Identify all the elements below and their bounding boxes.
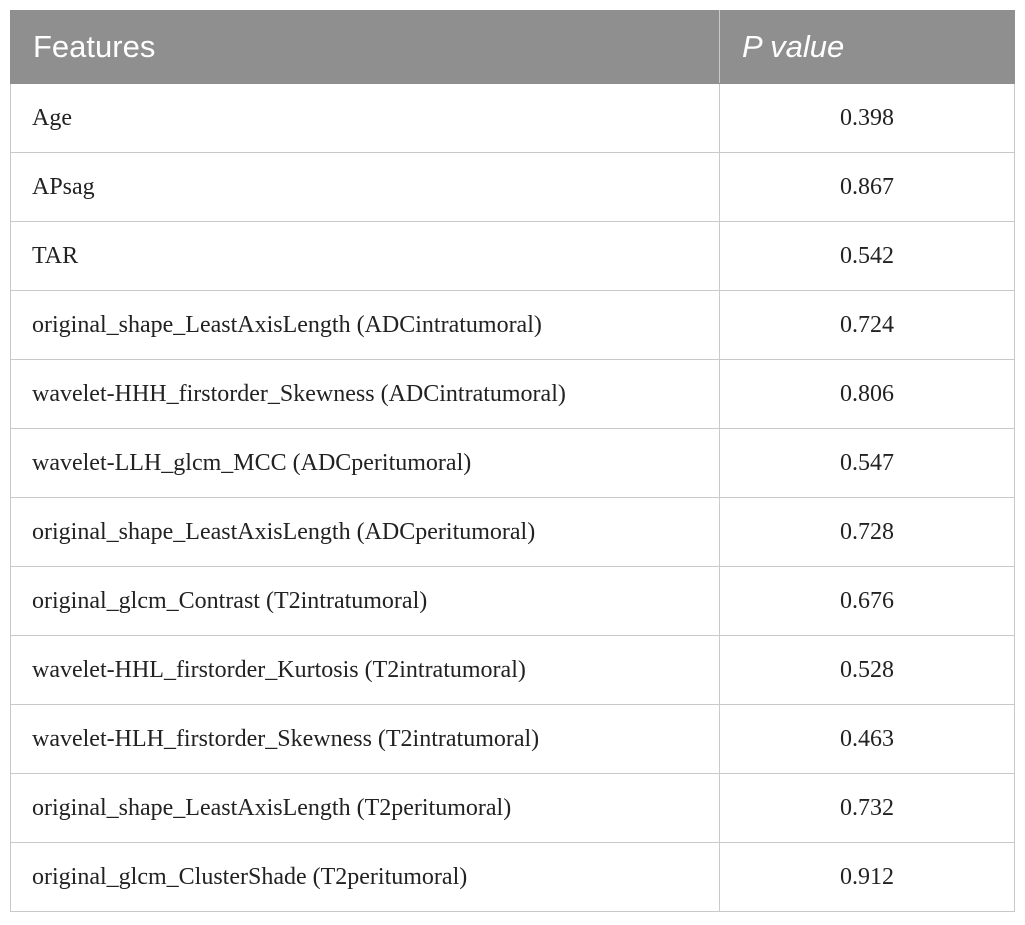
- feature-cell: original_glcm_ClusterShade (T2peritumora…: [10, 842, 720, 912]
- feature-cell: original_shape_LeastAxisLength (ADCintra…: [10, 290, 720, 360]
- p-value-cell: 0.542: [719, 221, 1015, 291]
- feature-cell: wavelet-LLH_glcm_MCC (ADCperitumoral): [10, 428, 720, 498]
- p-value-cell: 0.806: [719, 359, 1015, 429]
- table-row: wavelet-HLH_firstorder_Skewness (T2intra…: [10, 704, 1015, 774]
- table-row: original_shape_LeastAxisLength (ADCperit…: [10, 497, 1015, 567]
- table-row: APsag 0.867: [10, 152, 1015, 222]
- table-row: wavelet-LLH_glcm_MCC (ADCperitumoral) 0.…: [10, 428, 1015, 498]
- table-row: original_shape_LeastAxisLength (ADCintra…: [10, 290, 1015, 360]
- p-value-cell: 0.912: [719, 842, 1015, 912]
- table-row: wavelet-HHH_firstorder_Skewness (ADCintr…: [10, 359, 1015, 429]
- p-value-cell: 0.547: [719, 428, 1015, 498]
- p-value-cell: 0.463: [719, 704, 1015, 774]
- header-features: Features: [10, 10, 720, 84]
- feature-cell: TAR: [10, 221, 720, 291]
- table-row: original_glcm_ClusterShade (T2peritumora…: [10, 842, 1015, 912]
- feature-cell: original_shape_LeastAxisLength (T2peritu…: [10, 773, 720, 843]
- p-value-cell: 0.867: [719, 152, 1015, 222]
- feature-cell: original_shape_LeastAxisLength (ADCperit…: [10, 497, 720, 567]
- feature-cell: wavelet-HHL_firstorder_Kurtosis (T2intra…: [10, 635, 720, 705]
- feature-cell: wavelet-HHH_firstorder_Skewness (ADCintr…: [10, 359, 720, 429]
- features-table-container: Features P value Age 0.398 APsag 0.867 T…: [10, 10, 1015, 912]
- feature-cell: Age: [10, 83, 720, 153]
- table-row: original_shape_LeastAxisLength (T2peritu…: [10, 773, 1015, 843]
- features-table: Features P value Age 0.398 APsag 0.867 T…: [10, 10, 1015, 912]
- p-value-cell: 0.398: [719, 83, 1015, 153]
- p-value-cell: 0.728: [719, 497, 1015, 567]
- table-row: original_glcm_Contrast (T2intratumoral) …: [10, 566, 1015, 636]
- table-row: wavelet-HHL_firstorder_Kurtosis (T2intra…: [10, 635, 1015, 705]
- p-value-cell: 0.732: [719, 773, 1015, 843]
- table-header-row: Features P value: [10, 10, 1015, 84]
- feature-cell: APsag: [10, 152, 720, 222]
- p-value-cell: 0.676: [719, 566, 1015, 636]
- p-value-cell: 0.724: [719, 290, 1015, 360]
- feature-cell: wavelet-HLH_firstorder_Skewness (T2intra…: [10, 704, 720, 774]
- header-p-value: P value: [719, 10, 1015, 84]
- table-row: TAR 0.542: [10, 221, 1015, 291]
- table-row: Age 0.398: [10, 83, 1015, 153]
- p-value-cell: 0.528: [719, 635, 1015, 705]
- feature-cell: original_glcm_Contrast (T2intratumoral): [10, 566, 720, 636]
